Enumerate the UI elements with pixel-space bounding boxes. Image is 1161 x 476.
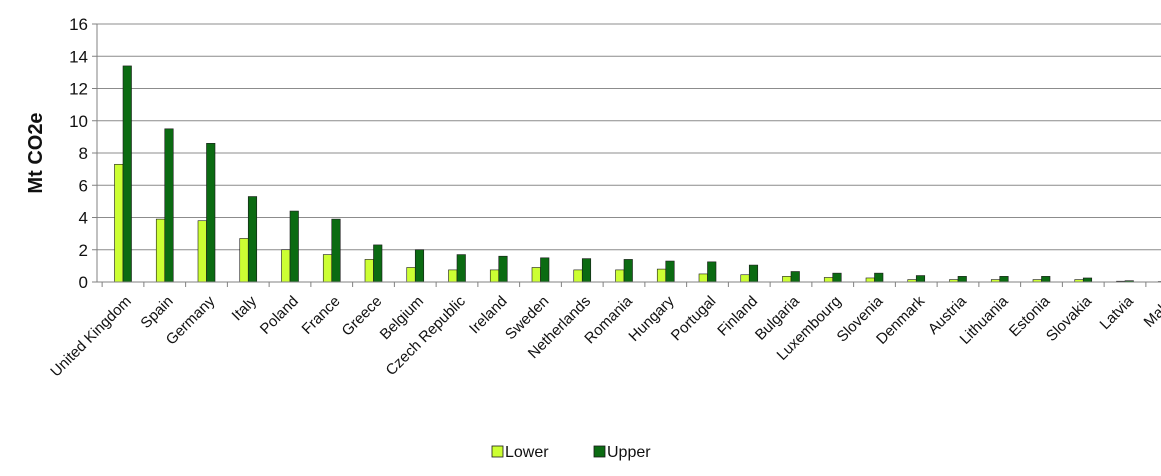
- y-tick-label: 16: [69, 15, 88, 34]
- bar-upper: [123, 66, 132, 282]
- bar-upper: [582, 259, 591, 282]
- bar-lower: [407, 267, 416, 282]
- bar-upper: [248, 197, 257, 282]
- bar-upper: [374, 245, 383, 282]
- bar-upper: [708, 262, 717, 282]
- x-tick-label: Portugal: [668, 293, 720, 345]
- bar-upper: [1083, 278, 1092, 282]
- x-tick-label: Slovakia: [1043, 292, 1096, 345]
- y-tick-label: 8: [79, 144, 88, 163]
- bar-lower: [198, 221, 207, 282]
- y-tick-label: 4: [79, 209, 88, 228]
- legend-swatch-lower: [492, 446, 503, 457]
- x-tick-label: Spain: [137, 293, 176, 332]
- bar-upper: [1042, 276, 1051, 282]
- x-tick-label: Latvia: [1097, 292, 1138, 333]
- legend-label-upper: Upper: [607, 444, 651, 461]
- x-tick-label: United Kingdom: [47, 293, 134, 380]
- bar-upper: [749, 265, 758, 282]
- bar-lower: [115, 164, 124, 282]
- bar-lower: [616, 270, 625, 282]
- bar-upper: [875, 273, 884, 282]
- bar-upper: [165, 129, 174, 282]
- y-tick-label: 12: [69, 80, 88, 99]
- legend-swatch-upper: [594, 446, 605, 457]
- bar-upper: [833, 273, 842, 282]
- y-tick-label: 6: [79, 176, 88, 195]
- bar-upper: [207, 143, 216, 282]
- bar-lower: [282, 250, 291, 282]
- bar-upper: [791, 272, 800, 282]
- bar-lower: [866, 278, 875, 282]
- x-tick-label: France: [299, 293, 344, 338]
- bar-lower: [323, 255, 332, 282]
- legend: Lower Upper: [492, 444, 651, 461]
- bar-upper: [541, 258, 550, 282]
- bar-lower: [783, 276, 792, 282]
- y-axis-title: Mt CO2e: [25, 112, 47, 193]
- bar-lower: [657, 269, 666, 282]
- bar-upper: [290, 211, 299, 282]
- bar-lower: [449, 270, 458, 282]
- bar-upper: [1000, 276, 1009, 282]
- bar-lower: [156, 219, 165, 282]
- x-tick-label: Malta: [1141, 292, 1161, 330]
- bar-upper: [499, 256, 508, 282]
- bar-lower: [699, 274, 708, 282]
- bar-upper: [916, 276, 925, 282]
- bar-upper: [457, 255, 466, 282]
- x-tick-label: Italy: [229, 292, 261, 324]
- x-tick-label: Poland: [257, 293, 302, 338]
- bar-upper: [624, 259, 633, 282]
- x-tick-label: Hungary: [625, 292, 677, 344]
- bar-lower: [365, 259, 374, 282]
- bar-lower: [490, 270, 499, 282]
- bar-lower: [741, 275, 750, 282]
- y-tick-label: 0: [79, 273, 88, 292]
- bar-lower: [532, 267, 541, 282]
- legend-label-lower: Lower: [505, 444, 549, 461]
- bar-lower: [574, 270, 583, 282]
- y-tick-label: 10: [69, 112, 88, 131]
- y-tick-label: 2: [79, 241, 88, 260]
- bar-lower: [240, 238, 249, 282]
- y-tick-label: 14: [69, 47, 88, 66]
- bar-lower: [824, 277, 833, 282]
- bar-upper: [332, 219, 341, 282]
- bar-upper: [958, 276, 967, 282]
- bar-upper: [415, 250, 424, 282]
- bar-upper: [666, 261, 675, 282]
